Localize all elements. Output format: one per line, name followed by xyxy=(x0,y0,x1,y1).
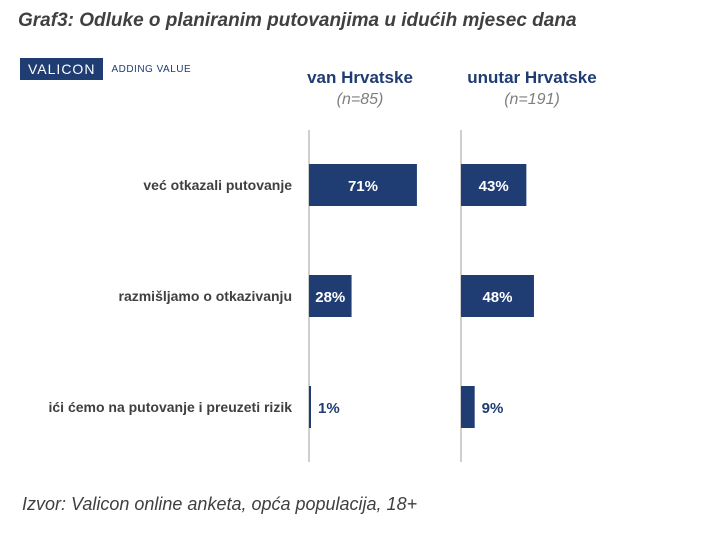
category-label: razmišljamo o otkazivanju xyxy=(119,288,293,304)
bar xyxy=(309,164,417,206)
bar xyxy=(461,164,527,206)
series-name-domestic: unutar Hrvatske xyxy=(467,68,597,87)
chart-title: Graf3: Odluke o planiranim putovanjima u… xyxy=(18,10,577,31)
valicon-logo: VALICON ADDING VALUE xyxy=(20,58,191,80)
category-label: već otkazali putovanje xyxy=(143,177,292,193)
bar xyxy=(461,275,534,317)
data-label: 48% xyxy=(482,289,512,306)
bar xyxy=(461,386,475,428)
data-label: 1% xyxy=(318,400,340,417)
bar xyxy=(309,275,352,317)
series-n-domestic: (n=191) xyxy=(504,91,560,108)
series-header-domestic: unutar Hrvatske (n=191) xyxy=(452,68,612,109)
source-note: Izvor: Valicon online anketa, opća popul… xyxy=(22,494,418,514)
series-n-abroad: (n=85) xyxy=(336,91,384,108)
bar xyxy=(309,386,311,428)
logo-brand: VALICON xyxy=(20,58,104,80)
data-label: 71% xyxy=(348,178,378,195)
logo-tagline: ADDING VALUE xyxy=(111,63,192,75)
category-label: ići ćemo na putovanje i preuzeti rizik xyxy=(48,399,292,415)
series-name-abroad: van Hrvatske xyxy=(307,68,413,87)
series-header-abroad: van Hrvatske (n=85) xyxy=(280,68,440,109)
data-label: 28% xyxy=(315,289,345,306)
data-label: 9% xyxy=(482,400,504,417)
data-label: 43% xyxy=(479,178,509,195)
